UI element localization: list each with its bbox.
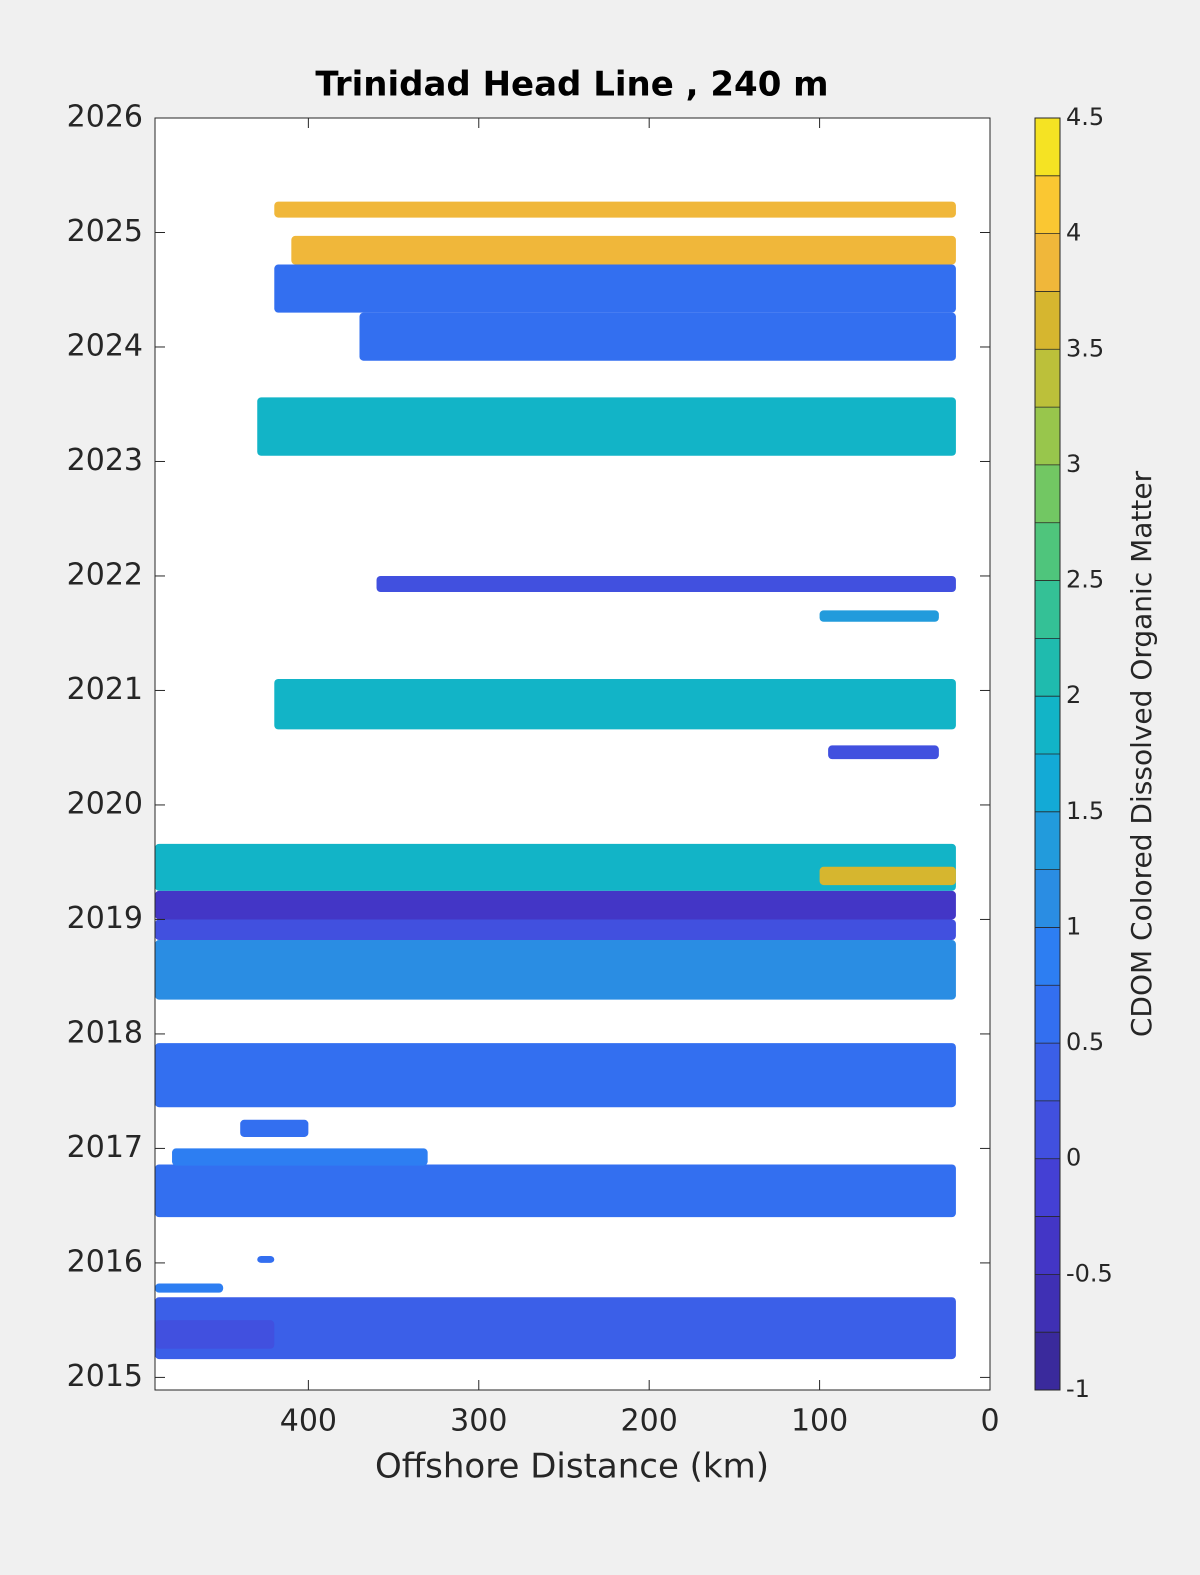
colorbar-band [1035,1100,1060,1159]
contour-region [155,1297,956,1360]
y-tick-label: 2026 [67,100,143,135]
y-tick-label: 2019 [67,901,143,936]
y-tick-label: 2015 [67,1359,143,1394]
colorbar-tick-label: 1.5 [1066,797,1104,825]
colorbar-band [1035,1274,1060,1333]
y-tick-label: 2017 [67,1130,143,1165]
contour-region [155,843,956,891]
axes-box [154,117,991,1391]
colorbar-band [1035,175,1060,234]
contour-region [155,1320,275,1349]
colorbar-band [1035,1158,1060,1217]
colorbar-tick-label: 3 [1066,450,1081,478]
contour-region [359,312,956,361]
colorbar-band [1035,638,1060,697]
x-tick-label: 300 [450,1404,507,1439]
x-tick-label: 100 [791,1404,848,1439]
colorbar-tick-label: 1 [1066,912,1081,940]
colorbar-tick-label: 2 [1066,681,1081,709]
colorbar-band [1035,522,1060,581]
x-tick-label: 0 [980,1404,999,1439]
contour-region [819,866,956,886]
colorbar-tick-label: 3.5 [1066,334,1104,362]
x-axis-label: Offshore Distance (km) [375,1447,769,1487]
contour-region [155,1164,956,1218]
contour-region [240,1119,309,1137]
colorbar-tick-label: 4.5 [1066,103,1104,131]
colorbar-band [1035,927,1060,986]
contour-region [257,397,956,456]
colorbar-tick-label: 2.5 [1066,566,1104,594]
colorbar-tick-label: 0 [1066,1144,1081,1172]
contour-region [376,575,956,592]
contour-region [155,919,956,941]
contour-region [155,890,956,920]
contour-region [819,610,939,622]
x-tick-label: 400 [280,1404,337,1439]
colorbar-band [1035,811,1060,870]
y-tick-label: 2024 [67,328,143,363]
colorbar-label: CDOM Colored Dissolved Organic Matter [1125,470,1158,1037]
colorbar-band [1035,291,1060,350]
colorbar-band [1035,754,1060,812]
colorbar-band [1035,696,1060,754]
y-tick-label: 2025 [67,214,143,249]
colorbar-band [1035,580,1060,639]
y-tick-label: 2021 [67,672,143,707]
y-tick-label: 2020 [67,786,143,821]
y-tick-label: 2016 [67,1244,143,1279]
contour-region [155,1043,956,1108]
chart-title: Trinidad Head Line , 240 m [315,65,828,105]
contour-region [155,940,956,1000]
y-tick-label: 2018 [67,1015,143,1050]
colorbar-band [1035,118,1060,176]
colorbar-band [1035,1332,1060,1390]
colorbar-tick-label: -0.5 [1066,1259,1113,1287]
contour-region [274,679,956,730]
colorbar-box [1034,117,1061,1391]
contour-region [291,235,956,265]
colorbar-band [1035,349,1060,408]
colorbar-band [1035,464,1060,523]
y-tick-label: 2023 [67,443,143,478]
colorbar-band [1035,233,1060,292]
colorbar-band [1035,985,1060,1044]
contour-region [172,1148,428,1166]
colorbar-tick-label: -1 [1066,1375,1090,1403]
colorbar-band [1035,1043,1060,1101]
contour-region [274,264,956,313]
contour-region [274,201,956,218]
contour-region [828,745,939,760]
contour-region [155,1283,224,1293]
colorbar-band [1035,407,1060,465]
contour-region [257,1256,275,1263]
x-tick-label: 200 [621,1404,678,1439]
colorbar-tick-label: 4 [1066,219,1081,247]
colorbar-tick-label: 0.5 [1066,1028,1104,1056]
colorbar-band [1035,1216,1060,1275]
y-tick-label: 2022 [67,557,143,592]
colorbar-band [1035,869,1060,928]
